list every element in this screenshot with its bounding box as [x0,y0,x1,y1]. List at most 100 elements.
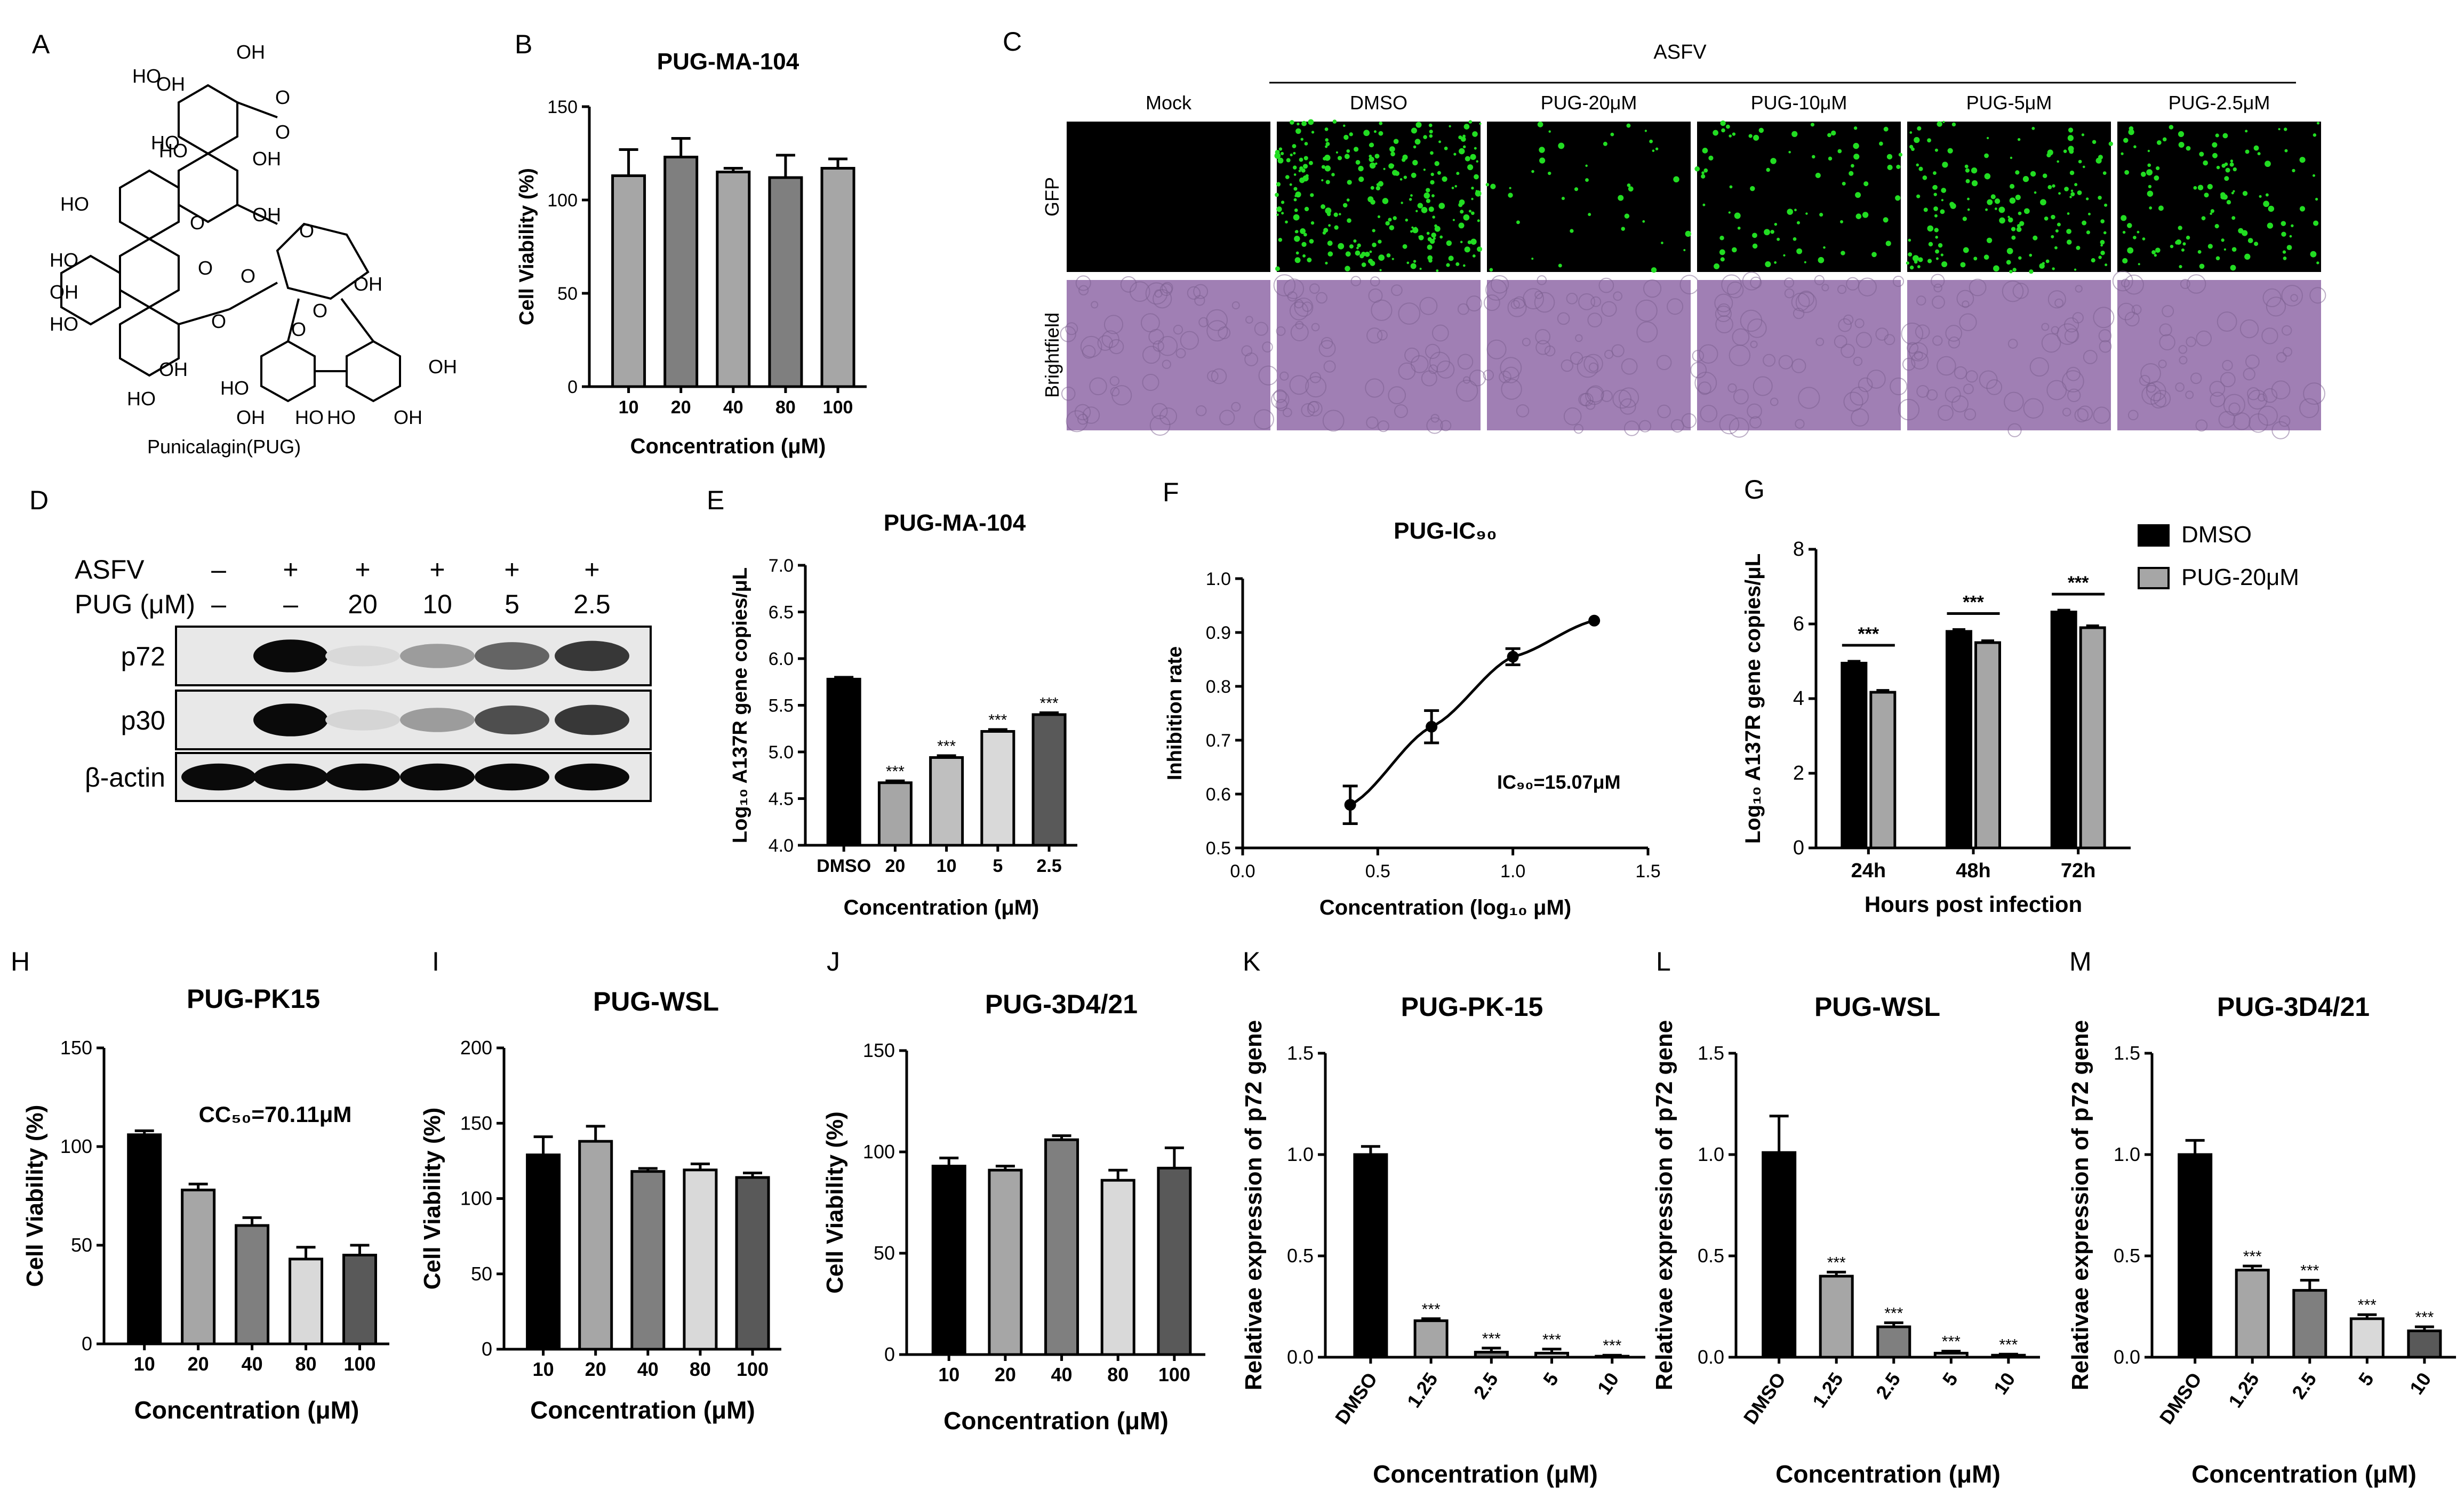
cell-texture [1587,313,1603,327]
gfp-spot [2154,254,2157,257]
cell-texture [2247,389,2268,410]
panel-letter-g: G [1744,475,1765,504]
gfp-spot [2281,221,2286,226]
x-tick-label: 80 [775,397,796,418]
gfp-spot [2286,245,2292,251]
cell-texture [2239,319,2259,339]
gfp-spot [1327,251,1333,257]
gfp-spot [1345,266,1350,271]
gfp-spot [1409,198,1412,201]
chart-i: 0 50 100 150 200 PUG-WSL Concentration (μM) Cel… [419,987,781,1424]
bond-1 [237,101,278,118]
gfp-spot [1299,166,1303,171]
gfp-spot [1922,175,1927,180]
gfp-spot [1346,198,1350,202]
cell-texture [1142,346,1161,364]
atom-label: OH [159,358,188,380]
gfp-spot [2137,230,2140,234]
gfp-spot [1719,236,1724,241]
atom-label: OH [394,406,422,428]
cell-texture [2180,278,2190,289]
gfp-spot [1460,241,1463,244]
gfp-spot [1302,254,1306,258]
cell-texture [2258,405,2278,426]
cell-texture [1611,344,1625,357]
gfp-spot [1369,162,1376,169]
gfp-spot [1777,237,1780,241]
cell-texture [2067,388,2081,402]
gfp-spot [2098,196,2102,200]
gfp-spot [2186,146,2191,151]
y-tick-label: 0.7 [1206,731,1231,751]
gfp-spot [2105,263,2108,267]
bar [342,1254,377,1345]
cell-texture [1837,285,1847,294]
cell-texture [1270,390,1290,409]
wb-band [325,709,400,731]
cell-texture [2159,323,2172,337]
gfp-spot [2313,133,2317,137]
y-axis-label: Cell Viability (%) [419,1108,445,1290]
gfp-spot [1694,166,1700,172]
x-tick-label: 1.0 [1500,861,1525,882]
structure-name: Punicalagin(PUG) [147,436,301,458]
cell-texture [2271,421,2290,439]
gfp-spot [1917,265,1921,269]
gfp-spot [2057,160,2059,163]
gfp-spot [1463,214,1470,221]
gfp-spot [2242,190,2248,196]
cell-texture [2309,287,2326,304]
cell-texture [1938,405,1954,421]
gfp-spot [2033,235,2038,241]
bar [127,1133,162,1345]
gfp-spot [2221,163,2226,168]
gfp-spot [1430,180,1435,185]
chart-j: 0 50 100 150 PUG-3D4/21 Concentration (μM) Cel… [822,989,1205,1435]
wb-band [325,763,400,791]
gfp-spot [1434,226,1441,232]
y-tick-label: 8 [1793,538,1804,560]
gfp-spot [1370,186,1374,190]
gfp-spot [1357,243,1361,247]
legend-swatch [2138,567,2170,589]
gfp-spot [1467,164,1474,171]
gfp-spot [1588,213,1591,217]
gfp-spot [2042,262,2045,265]
y-tick-label: 4.0 [769,836,794,856]
ring-biphenyl-2 [346,340,401,403]
gfp-image [1067,122,1270,272]
gfp-spot [1393,216,1397,220]
gfp-spot [1433,237,1436,240]
gfp-spot [1933,193,1937,196]
gfp-spot [1389,225,1395,230]
cell-texture [2228,402,2241,415]
gfp-spot [1390,151,1395,157]
y-tick-label: 1.5 [2114,1042,2140,1064]
gfp-spot [1464,246,1470,253]
x-tick-label: 1.25 [1808,1368,1847,1412]
cell-texture [2041,333,2061,353]
gfp-spot [2155,247,2161,253]
atom-label: HO [295,406,324,428]
data-point [1588,614,1601,627]
x-tick-label: 10 [533,1358,554,1380]
cell-texture [1120,276,1137,293]
gfp-spot [1402,154,1408,160]
cell-texture [1926,389,1938,401]
cell-texture [1074,404,1091,421]
gfp-spot [1369,250,1372,253]
gfp-spot [2068,146,2074,152]
gfp-spot [2203,160,2208,166]
gfp-spot [1293,151,1296,155]
bar [289,1257,324,1345]
gfp-spot [1393,139,1399,145]
chart-b: 0 50 100 150 PUG-MA-104 Concentration (μM) Cel… [516,49,867,458]
gfp-spot [2170,244,2174,249]
gfp-spot [2247,238,2253,243]
bar [181,1188,216,1345]
gfp-spot [2099,156,2102,160]
gfp-spot [1548,171,1551,175]
cell-texture [1289,375,1309,395]
gfp-spot [2233,190,2235,193]
gfp-spot [1325,138,1329,142]
